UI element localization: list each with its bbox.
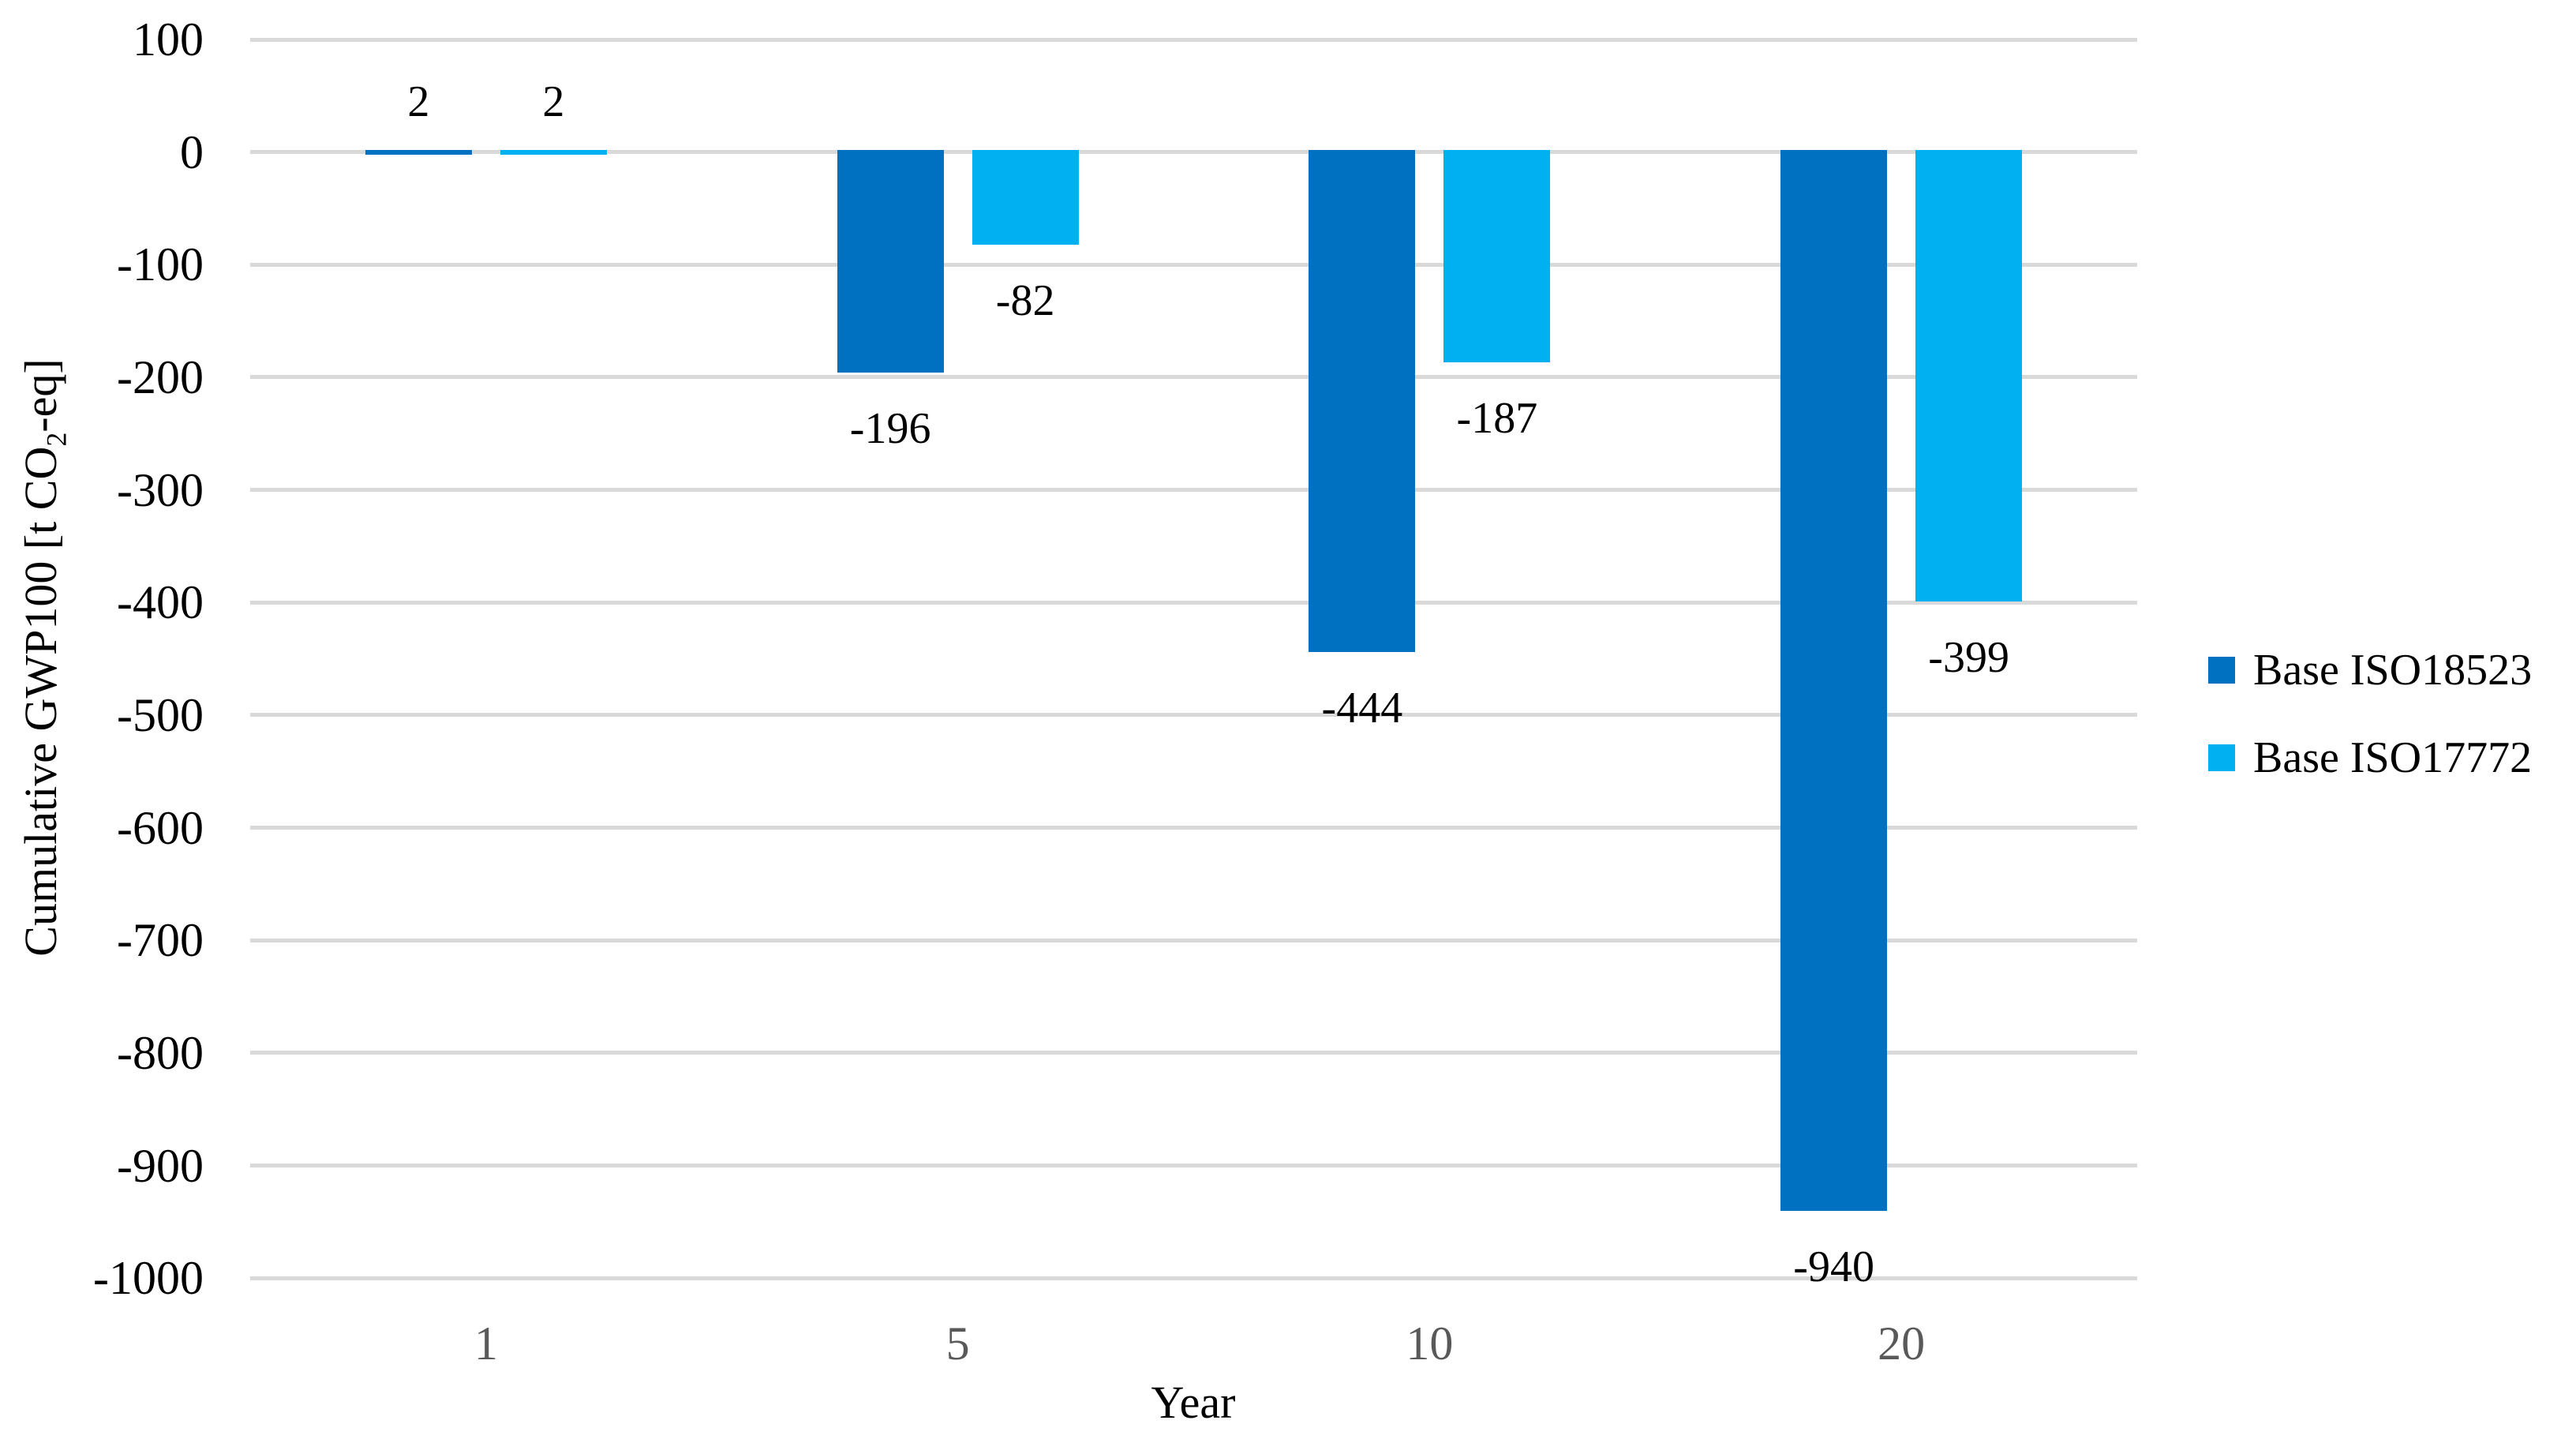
bar-series2 (500, 149, 607, 155)
y-axis-tick-label: -400 (117, 576, 204, 629)
x-axis-tick-label: 5 (945, 1317, 970, 1370)
bar-series2 (972, 149, 1079, 245)
gridline (250, 37, 2137, 42)
legend-swatch-icon (2208, 744, 2235, 771)
data-label: 2 (542, 77, 565, 126)
x-axis-tick-label: 20 (1878, 1317, 1926, 1370)
y-axis-tick-label: -500 (117, 688, 204, 741)
bar-series1 (365, 149, 472, 155)
gridline (250, 1276, 2137, 1280)
legend-label: Base ISO17772 (2253, 733, 2533, 782)
gridline (250, 600, 2137, 605)
data-label: -196 (849, 404, 931, 454)
bar-series1 (1309, 149, 1416, 652)
y-axis-tick-label: -800 (117, 1026, 204, 1079)
bar-series2 (1443, 149, 1551, 363)
gridline (250, 375, 2137, 380)
y-axis-tick-label: -600 (117, 801, 204, 854)
data-label: -187 (1456, 394, 1538, 444)
gridline (250, 488, 2137, 493)
legend-item: Base ISO18523 (2208, 648, 2532, 692)
bar-series1 (1780, 149, 1888, 1211)
y-axis-title: Cumulative GWP100 [t CO2-eq] (15, 358, 73, 956)
y-axis-title-subscript: 2 (40, 432, 73, 447)
y-axis-tick-label: -900 (117, 1139, 204, 1192)
gridline (250, 1051, 2137, 1055)
gridline (250, 713, 2137, 718)
data-label: 2 (407, 77, 430, 126)
data-label: -82 (995, 275, 1055, 325)
y-axis-tick-label: -700 (117, 914, 204, 967)
y-axis-tick-label: -1000 (93, 1252, 204, 1305)
y-axis-tick-label: 0 (180, 126, 204, 178)
bar-series2 (1915, 149, 2023, 601)
bar-series1 (837, 149, 944, 373)
x-axis-tick-label: 1 (474, 1317, 498, 1370)
data-label: -399 (1928, 632, 2009, 682)
legend-item: Base ISO17772 (2208, 736, 2532, 780)
gridline (250, 938, 2137, 942)
y-axis-tick-label: 100 (133, 13, 204, 66)
y-axis-tick-label: -200 (117, 350, 204, 403)
gridline (250, 150, 2137, 155)
legend-label: Base ISO18523 (2253, 646, 2533, 695)
y-axis-tick-label: -100 (117, 238, 204, 291)
data-label: -444 (1321, 684, 1403, 733)
gridline (250, 826, 2137, 830)
gridline (250, 262, 2137, 267)
x-axis-tick-label: 10 (1406, 1317, 1454, 1370)
data-label: -940 (1793, 1242, 1874, 1291)
gridline (250, 1164, 2137, 1167)
legend-swatch-icon (2208, 657, 2235, 684)
y-axis-tick-label: -300 (117, 463, 204, 516)
x-axis-title: Year (1151, 1377, 1236, 1428)
